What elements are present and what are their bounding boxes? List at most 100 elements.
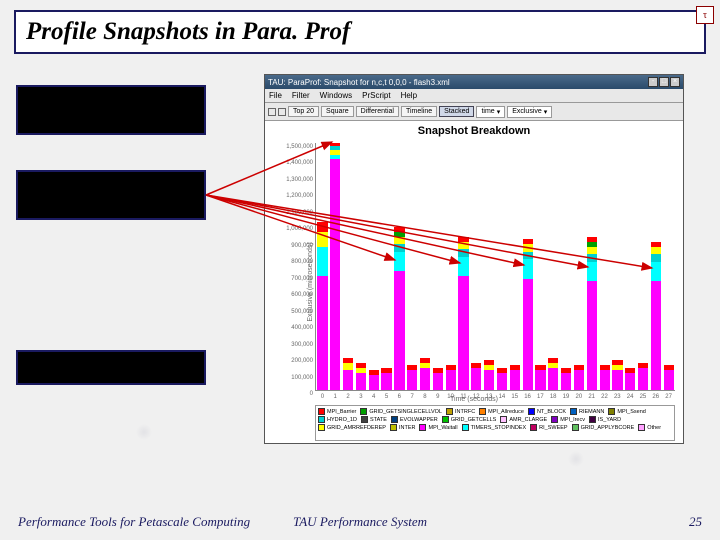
bar-segment [600, 370, 610, 390]
menu-item[interactable]: Windows [320, 91, 352, 100]
slide-title-bar: Profile Snapshots in Para. Prof [14, 10, 706, 54]
legend-label: AMR_CLARGE [509, 417, 547, 423]
bar [431, 143, 444, 390]
bar [444, 143, 457, 390]
legend-item: MPI_Ssend [608, 408, 645, 415]
legend-label: NT_BLOCK [537, 409, 566, 415]
bar [342, 143, 355, 390]
y-tick: 400,000 [275, 325, 313, 331]
chevron-down-icon: ▾ [497, 108, 501, 116]
maximize-button[interactable]: □ [659, 77, 669, 87]
x-tick: 13 [486, 394, 493, 400]
legend-label: MPI_Waitall [428, 425, 457, 431]
bar [585, 143, 598, 390]
legend-label: GRID_GETSINGLECELLVOL [369, 409, 442, 415]
tool-stacked[interactable]: Stacked [439, 106, 474, 117]
legend-item: MPI_Waitall [419, 424, 457, 431]
bar-segment [587, 247, 597, 254]
bar [637, 143, 650, 390]
x-tick: 17 [537, 394, 544, 400]
bar-segment [523, 252, 533, 259]
bar [611, 143, 624, 390]
bar-segment [523, 244, 533, 251]
bar-segment [433, 373, 443, 390]
tool-timeline[interactable]: Timeline [401, 106, 437, 117]
bar-segment [651, 247, 661, 254]
legend-swatch [318, 424, 325, 431]
y-tick: 700,000 [275, 276, 313, 282]
toolbar: Top 20 Square Differential Timeline Stac… [265, 103, 683, 121]
x-tick: 25 [640, 394, 647, 400]
plot-area: 0123456789101112131415161718192021222324… [315, 143, 675, 391]
legend-swatch [530, 424, 537, 431]
legend-swatch [572, 424, 579, 431]
bar [470, 143, 483, 390]
legend-item: IS_YARD [589, 416, 621, 423]
bar-segment [651, 262, 661, 282]
legend-swatch [528, 408, 535, 415]
bar-segment [356, 373, 366, 390]
bar [573, 143, 586, 390]
tool-square[interactable]: Square [321, 106, 354, 117]
legend-swatch [318, 408, 325, 415]
legend-item: STATE [361, 416, 387, 423]
menu-item[interactable]: Help [401, 91, 417, 100]
footer-left: Performance Tools for Petascale Computin… [18, 514, 250, 530]
legend-label: Other [647, 425, 661, 431]
x-tick: 21 [588, 394, 595, 400]
bar-segment [535, 370, 545, 390]
legend-item: MPI_Allreduce [479, 408, 524, 415]
bar [560, 143, 573, 390]
x-tick: 0 [321, 394, 324, 400]
x-tick: 22 [601, 394, 608, 400]
tool-select-mode[interactable]: Exclusive▾ [507, 106, 552, 118]
legend-swatch [361, 416, 368, 423]
legend-swatch [391, 416, 398, 423]
y-tick: 100,000 [275, 375, 313, 381]
legend-swatch [442, 416, 449, 423]
legend-swatch [446, 408, 453, 415]
x-tick: 3 [359, 394, 362, 400]
bar-segment [471, 368, 481, 390]
x-tick: 4 [372, 394, 375, 400]
tool-differential[interactable]: Differential [356, 106, 399, 117]
x-tick: 5 [385, 394, 388, 400]
menu-item[interactable]: Filter [292, 91, 310, 100]
legend-item: RI_SWEEP [530, 424, 567, 431]
bar-segment [394, 252, 404, 272]
bar-segment [484, 370, 494, 390]
legend-label: INTER [399, 425, 416, 431]
minimize-button[interactable]: - [648, 77, 658, 87]
bar [393, 143, 406, 390]
menu-item[interactable]: PrScript [362, 91, 390, 100]
bar-segment [446, 370, 456, 390]
x-tick: 7 [410, 394, 413, 400]
bar-segment [458, 242, 468, 249]
bar [380, 143, 393, 390]
chart-legend: MPI_BarrierGRID_GETSINGLECELLVOLINTRFCMP… [315, 405, 675, 441]
toolbar-icon[interactable] [278, 108, 286, 116]
menu-item[interactable]: File [269, 91, 282, 100]
close-button[interactable]: × [670, 77, 680, 87]
x-tick: 12 [473, 394, 480, 400]
y-tick: 1,300,000 [275, 177, 313, 183]
bar [598, 143, 611, 390]
bar [662, 143, 675, 390]
bar-segment [458, 249, 468, 256]
callout-box-1 [16, 85, 206, 135]
window-titlebar[interactable]: TAU: ParaProf: Snapshot for n,c,t 0,0,0 … [265, 75, 683, 89]
bar [534, 143, 547, 390]
toolbar-icon[interactable] [268, 108, 276, 116]
legend-swatch [638, 424, 645, 431]
footer-center: TAU Performance System [293, 514, 427, 530]
x-tick: 24 [627, 394, 634, 400]
x-tick: 1 [334, 394, 337, 400]
tool-select-metric[interactable]: time▾ [476, 106, 505, 118]
bar-segment [587, 262, 597, 282]
legend-label: MPI_Irecv [560, 417, 585, 423]
legend-label: IS_YARD [598, 417, 621, 423]
paraprof-window: TAU: ParaProf: Snapshot for n,c,t 0,0,0 … [264, 74, 684, 444]
legend-label: RI_SWEEP [539, 425, 567, 431]
tool-top20[interactable]: Top 20 [288, 106, 319, 117]
legend-item: RIEMANN [570, 408, 604, 415]
